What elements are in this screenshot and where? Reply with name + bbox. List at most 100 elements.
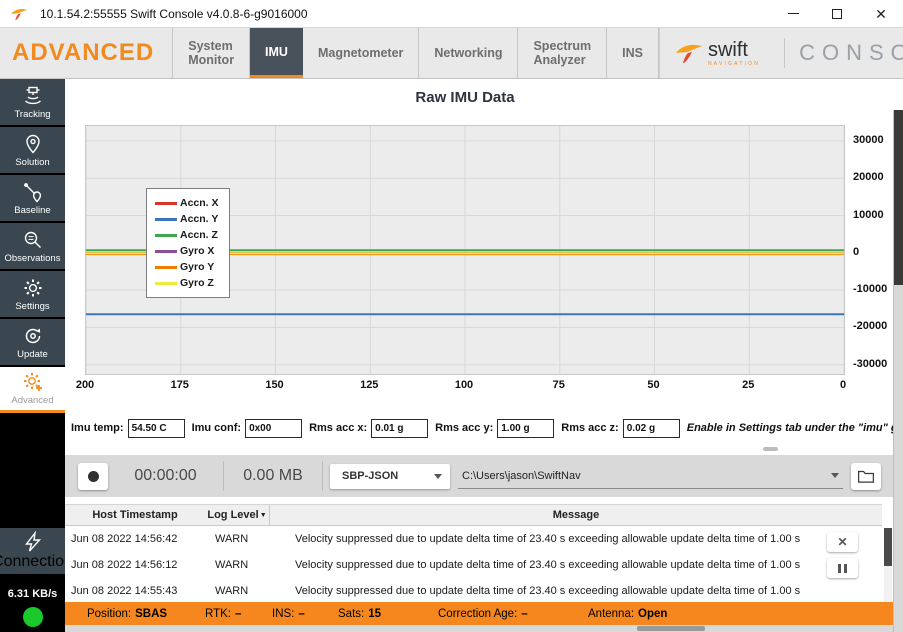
legend-label: Accn. Y bbox=[180, 213, 219, 225]
log-level: WARN bbox=[215, 559, 249, 571]
log-scrollbar[interactable] bbox=[884, 528, 892, 632]
recording-size: 0.00 MB bbox=[243, 467, 303, 484]
y-tick-label: 30000 bbox=[853, 133, 884, 146]
log-row[interactable]: Jun 08 2022 14:56:42 WARN Velocity suppr… bbox=[65, 526, 882, 552]
y-axis-labels: 30000 20000 10000 0 -10000 -20000 -30000 bbox=[853, 125, 899, 375]
sidebar-item-label: Tracking bbox=[14, 108, 51, 120]
log-level: WARN bbox=[215, 533, 249, 545]
horizontal-scrollbar[interactable] bbox=[65, 625, 893, 632]
legend-label: Gyro Y bbox=[180, 261, 215, 273]
minimize-button[interactable] bbox=[771, 0, 815, 27]
x-tick-label: 175 bbox=[170, 379, 189, 391]
y-tick-label: 20000 bbox=[853, 171, 884, 184]
panel-splitter-handle[interactable] bbox=[763, 447, 778, 451]
clear-log-button[interactable]: ✕ bbox=[827, 532, 858, 552]
imu-chart-plot-area[interactable]: Accn. X Accn. Y Accn. Z Gyro X Gyro Y Gy… bbox=[85, 125, 845, 375]
column-header-log-level[interactable]: Log Level ▼ bbox=[205, 505, 270, 525]
pause-icon bbox=[837, 563, 849, 573]
sidebar-item-observations[interactable]: Observations bbox=[0, 223, 65, 269]
x-tick-label: 25 bbox=[742, 379, 755, 391]
y-tick-label: -20000 bbox=[853, 320, 888, 333]
swift-bird-icon bbox=[675, 44, 702, 63]
close-icon: ✕ bbox=[875, 5, 887, 22]
chevron-down-icon bbox=[831, 473, 839, 478]
rms-acc-y-label: Rms acc y: bbox=[435, 422, 494, 434]
imu-conf-label: Imu conf: bbox=[191, 422, 242, 434]
magnifier-icon bbox=[24, 231, 41, 248]
tab-imu[interactable]: IMU bbox=[250, 28, 303, 78]
output-path-combobox[interactable]: C:\Users\jason\SwiftNav bbox=[458, 464, 843, 489]
sidebar-item-label: Update bbox=[17, 348, 48, 360]
update-icon bbox=[25, 328, 40, 343]
legend-item: Gyro Z bbox=[155, 275, 219, 291]
rms-acc-z-field[interactable] bbox=[622, 418, 680, 438]
sidebar-item-connection[interactable]: Connection bbox=[0, 528, 73, 574]
tab-ins[interactable]: INS bbox=[607, 28, 659, 78]
legend-label: Gyro X bbox=[180, 245, 215, 257]
close-button[interactable]: ✕ bbox=[859, 0, 903, 27]
brand-area: swift NAVIGATION CONSOLE bbox=[658, 28, 903, 78]
sidebar-item-label: Baseline bbox=[14, 204, 51, 216]
sidebar-item-label: Advanced bbox=[11, 395, 54, 406]
log-scrollbar-thumb[interactable] bbox=[884, 528, 892, 566]
brand-divider bbox=[784, 38, 786, 68]
tab-spectrum-analyzer[interactable]: Spectrum Analyzer bbox=[518, 28, 608, 78]
pause-log-button[interactable] bbox=[827, 558, 858, 578]
imu-conf-field[interactable] bbox=[245, 418, 303, 438]
sidebar-item-tracking[interactable]: Tracking bbox=[0, 79, 65, 125]
sidebar: Tracking Solution Baseline Observations bbox=[0, 79, 73, 632]
swift-wordmark: swift bbox=[707, 38, 748, 61]
legend-item: Accn. Z bbox=[155, 227, 219, 243]
log-actions: ✕ bbox=[827, 532, 858, 584]
x-tick-label: 75 bbox=[552, 379, 565, 391]
column-header-message[interactable]: Message bbox=[552, 509, 600, 521]
tab-system-monitor[interactable]: System Monitor bbox=[173, 28, 251, 78]
sidebar-item-advanced[interactable]: Advanced bbox=[0, 367, 65, 413]
sidebar-item-label: Solution bbox=[15, 156, 50, 168]
log-table-body: Jun 08 2022 14:56:42 WARN Velocity suppr… bbox=[65, 526, 882, 602]
divider bbox=[223, 461, 224, 491]
status-sats: Sats: 15 bbox=[338, 607, 382, 620]
status-rtk: RTK: – bbox=[205, 607, 242, 620]
browse-folder-button[interactable] bbox=[851, 462, 881, 490]
legend-item: Accn. Y bbox=[155, 211, 219, 227]
rms-acc-y-field[interactable] bbox=[497, 418, 555, 438]
imu-temp-field[interactable] bbox=[127, 418, 185, 438]
window-scrollbar-thumb[interactable] bbox=[894, 110, 903, 285]
rms-acc-z-label: Rms acc z: bbox=[561, 422, 619, 434]
rms-acc-x-field[interactable] bbox=[371, 418, 429, 438]
log-table-header: Host Timestamp Log Level ▼ Message bbox=[65, 504, 882, 526]
connection-status-dot bbox=[22, 607, 43, 627]
advanced-gear-plus-icon bbox=[23, 373, 42, 391]
x-tick-label: 150 bbox=[265, 379, 284, 391]
y-tick-label: 10000 bbox=[853, 208, 884, 221]
data-rate: 6.31 KB/s bbox=[7, 588, 58, 600]
log-message: Velocity suppressed due to update delta … bbox=[295, 585, 801, 597]
column-header-host-timestamp[interactable]: Host Timestamp bbox=[92, 509, 178, 521]
log-row[interactable]: Jun 08 2022 14:55:43 WARN Velocity suppr… bbox=[65, 578, 882, 602]
tab-magnetometer[interactable]: Magnetometer bbox=[303, 28, 420, 78]
window-scrollbar[interactable] bbox=[893, 110, 903, 632]
status-antenna: Antenna: Open bbox=[588, 607, 668, 620]
y-tick-label: -10000 bbox=[853, 283, 888, 296]
window-title: 10.1.54.2:55555 Swift Console v4.0.8-6-g… bbox=[40, 6, 308, 21]
legend-label: Accn. Z bbox=[180, 229, 218, 241]
horizontal-scrollbar-thumb[interactable] bbox=[637, 626, 705, 631]
record-button[interactable] bbox=[78, 462, 108, 490]
log-message: Velocity suppressed due to update delta … bbox=[295, 533, 801, 545]
log-row[interactable]: Jun 08 2022 14:56:12 WARN Velocity suppr… bbox=[65, 552, 882, 578]
sidebar-item-settings[interactable]: Settings bbox=[0, 271, 65, 317]
maximize-button[interactable] bbox=[815, 0, 859, 27]
chart-title: Raw IMU Data bbox=[415, 89, 515, 106]
record-icon bbox=[87, 470, 99, 482]
tab-networking[interactable]: Networking bbox=[419, 28, 519, 78]
format-select[interactable]: SBP-JSON bbox=[330, 463, 450, 489]
sidebar-item-baseline[interactable]: Baseline bbox=[0, 175, 65, 221]
sidebar-item-update[interactable]: Update bbox=[0, 319, 65, 365]
legend-swatch bbox=[155, 201, 177, 205]
legend-swatch bbox=[155, 249, 177, 253]
legend-swatch bbox=[155, 233, 177, 237]
imu-enable-note: Enable in Settings tab under the "imu" g… bbox=[686, 422, 903, 434]
sidebar-item-solution[interactable]: Solution bbox=[0, 127, 65, 173]
